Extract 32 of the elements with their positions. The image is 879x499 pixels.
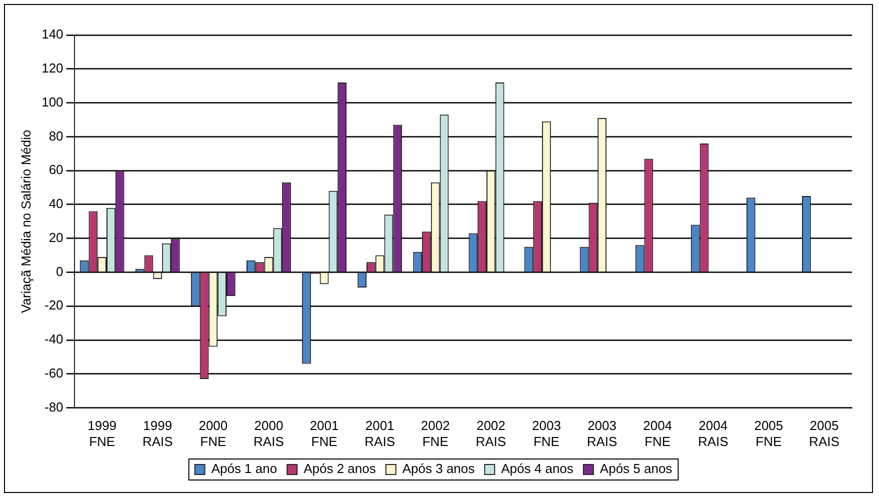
x-tick-label: 2001 RAIS [364,418,396,449]
legend-label: Após 1 ano [211,461,278,476]
legend-label: Após 3 anos [402,461,476,476]
x-tick-label: 2003 RAIS [586,418,618,449]
legend-label: Após 4 anos [501,461,574,476]
x-tick-label: 1999 RAIS [142,418,174,449]
x-tick-label: 1999 FNE [88,418,117,449]
legend-label: Após 5 anos [600,461,673,476]
y-tick-label: 60 [48,162,64,178]
x-tick-label: 2004 FNE [643,418,672,449]
y-tick-label: -40 [44,332,64,347]
x-tick-label: 2004 RAIS [698,418,729,449]
x-tick-label: 2005 FNE [754,418,784,449]
y-tick-label: -20 [44,298,64,313]
x-tick-label: 2005 RAIS [809,418,840,449]
x-tick-label: 2002 RAIS [476,418,506,449]
y-tick-label: -80 [44,399,64,414]
y-tick-label: 0 [56,264,64,279]
x-tick-label: 2002 FNE [420,418,450,449]
y-tick-label: 40 [48,196,64,212]
y-tick-label: -60 [44,365,64,380]
y-tick-label: 20 [48,230,64,245]
x-tick-label: 2000 FNE [198,418,228,449]
x-tick-label: 2000 RAIS [254,418,284,449]
y-tick-label: 120 [42,60,64,76]
legend-label: Após 2 anos [304,461,376,476]
y-tick-label: 100 [42,94,64,110]
x-tick-label: 2001 FNE [310,418,339,449]
y-axis-title: Variaçã Média no Salário Médio [18,130,34,314]
x-tick-label: 2003 FNE [532,418,561,449]
y-tick-label: 80 [48,128,64,144]
y-tick-label: 140 [42,26,64,42]
